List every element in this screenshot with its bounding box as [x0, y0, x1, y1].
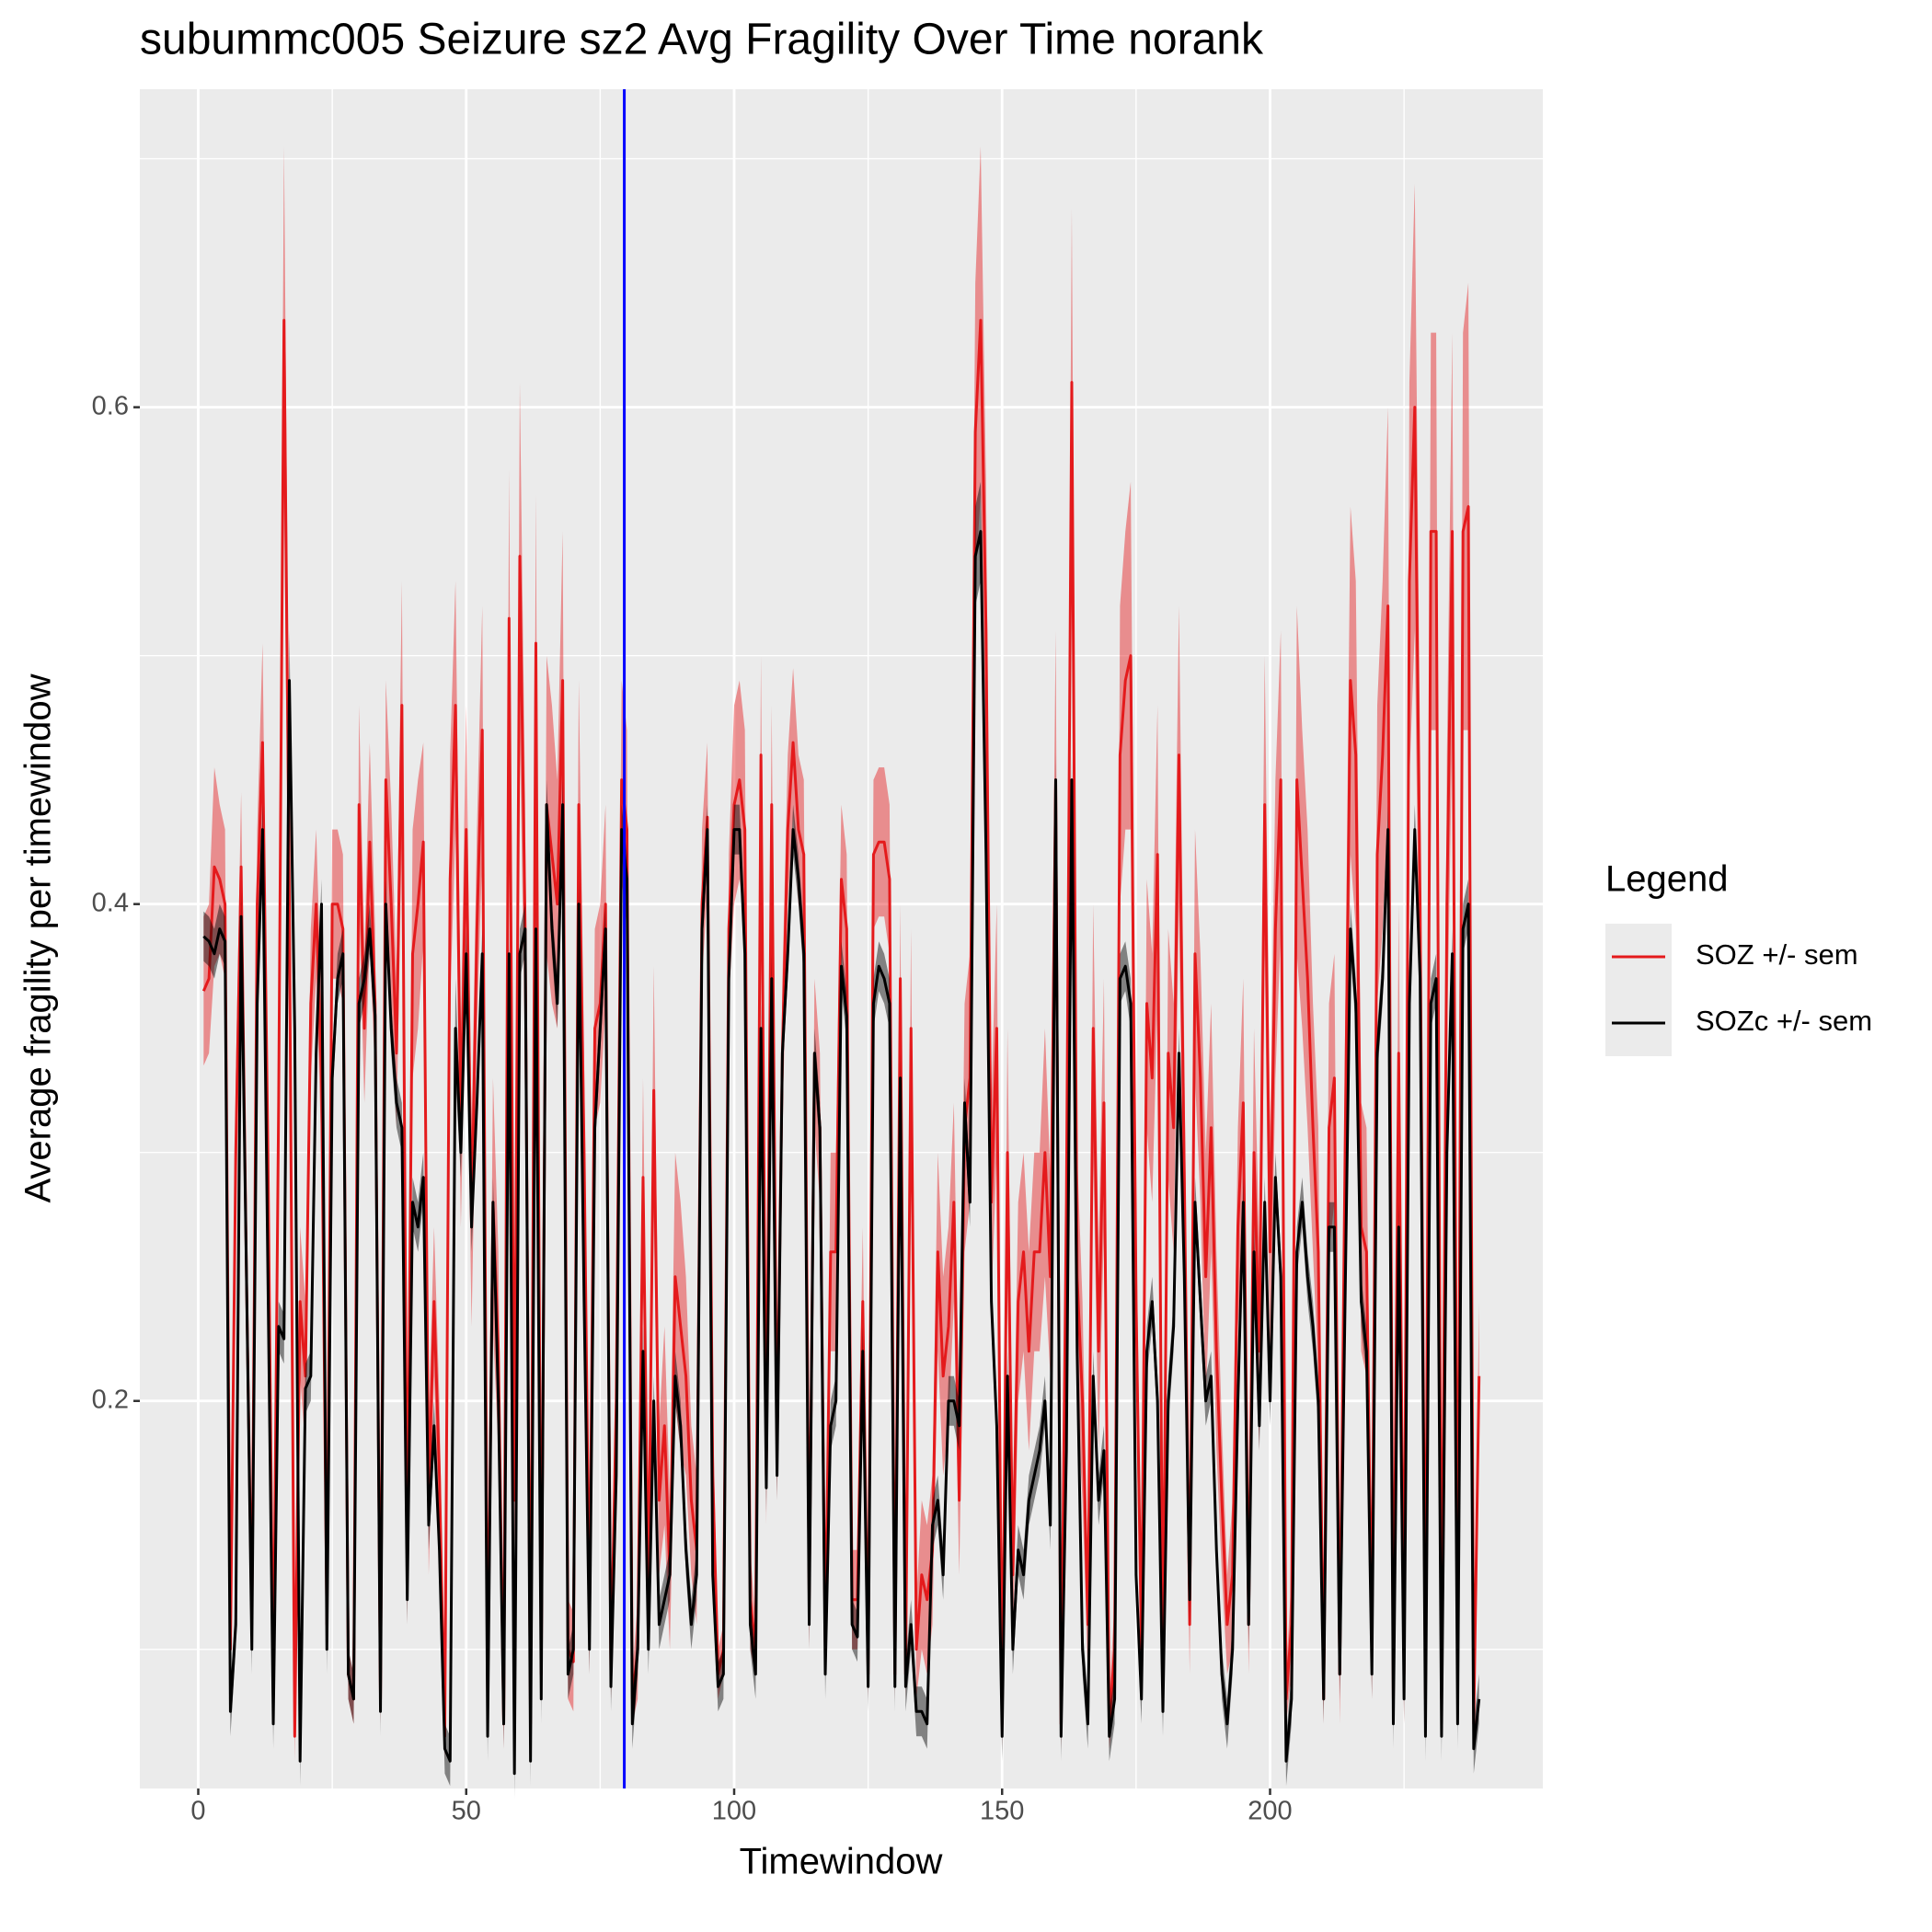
x-tick-label: 0 — [190, 1797, 205, 1826]
x-axis-label: Timewindow — [740, 1842, 943, 1882]
series-line — [202, 530, 1481, 1776]
legend-title: Legend — [1605, 859, 1728, 900]
y-tick-label: 0.4 — [92, 888, 129, 917]
x-tick-label: 150 — [980, 1797, 1024, 1826]
y-tick-label: 0.6 — [92, 391, 129, 420]
x-tick-label: 100 — [712, 1797, 756, 1826]
y-tick-label: 0.2 — [92, 1385, 129, 1414]
y-axis-label: Average fragility per timewindow — [18, 673, 59, 1202]
legend-label: SOZ +/- sem — [1696, 938, 1858, 971]
x-tick-label: 200 — [1248, 1797, 1292, 1826]
series-line — [201, 318, 1481, 1738]
chart-title: subummc005 Seizure sz2 Avg Fragility Ove… — [140, 16, 1264, 64]
x-tick-label: 50 — [452, 1797, 481, 1826]
legend-label: SOZc +/- sem — [1696, 1005, 1872, 1037]
